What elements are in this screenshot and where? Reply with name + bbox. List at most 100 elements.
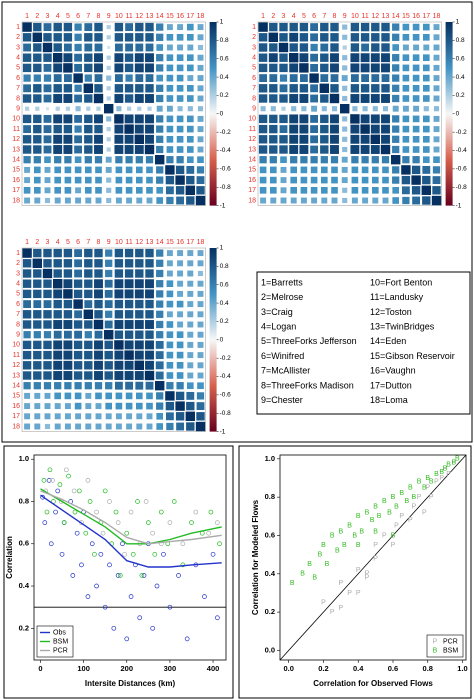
matrix-cell [402, 44, 409, 51]
matrix-cell [95, 186, 102, 194]
matrix-cell [53, 371, 63, 380]
matrix-cell [94, 330, 103, 339]
matrix-cell [289, 22, 298, 32]
matrix-cell [23, 382, 31, 390]
matrix-cell [84, 371, 93, 380]
matrix-cell [360, 114, 370, 124]
matrix-cell [43, 259, 52, 268]
matrix-cell [145, 381, 154, 390]
matrix-cell [95, 166, 102, 174]
matrix-cell [350, 33, 360, 42]
matrix-cell [351, 197, 358, 204]
matrix-cell [53, 320, 63, 329]
matrix-cell [177, 250, 184, 257]
matrix-cell [177, 260, 184, 267]
row-label: 15 [12, 393, 20, 400]
matrix-cell [258, 33, 268, 42]
matrix-cell [33, 371, 42, 380]
matrix-cell [33, 186, 41, 194]
matrix-cell [94, 382, 103, 390]
matrix-cell [433, 85, 440, 92]
data-point [145, 520, 151, 525]
matrix-cell [114, 53, 124, 63]
matrix-cell [176, 422, 185, 431]
matrix-cell [84, 340, 93, 350]
matrix-cell [289, 134, 299, 144]
matrix-cell [145, 43, 154, 52]
matrix-cell [75, 423, 82, 430]
matrix-cell [34, 403, 41, 410]
data-point [94, 583, 99, 589]
matrix-cell [381, 84, 390, 93]
column-label: 8 [97, 13, 101, 20]
matrix-cell [135, 269, 144, 278]
matrix-cell [352, 106, 358, 112]
y-tick-label: 0.2 [19, 623, 29, 632]
matrix-cell [197, 126, 204, 133]
data-point: B [352, 532, 357, 539]
matrix-cell [361, 156, 369, 164]
matrix-cell [177, 290, 184, 297]
y-axis-label: Correlation [5, 536, 14, 579]
matrix-cell [270, 106, 276, 112]
matrix-cell [269, 135, 278, 144]
matrix-cell [360, 124, 370, 134]
matrix-cell [381, 114, 390, 124]
matrix-cell [33, 124, 42, 134]
matrix-cell [64, 166, 72, 174]
matrix-cell [176, 372, 184, 379]
matrix-cell [145, 330, 154, 339]
row-label: 12 [12, 362, 20, 369]
data-point [171, 499, 177, 504]
matrix-cell [156, 94, 164, 103]
column-label: 4 [56, 13, 60, 20]
matrix-cell [115, 392, 123, 400]
matrix-cell [165, 412, 174, 421]
row-label: 4 [16, 281, 20, 288]
matrix-cell [269, 176, 277, 184]
matrix-cell [44, 392, 51, 399]
matrix-cell [63, 33, 73, 42]
x-tick-label: 1.0 [457, 664, 467, 673]
matrix-cell [361, 43, 370, 52]
matrix-cell [299, 53, 309, 63]
matrix-cell [145, 320, 154, 329]
y-tick-label: 1.0 [265, 454, 275, 463]
matrix-cell [166, 44, 173, 51]
matrix-cell [73, 279, 83, 288]
matrix-cell [124, 84, 134, 93]
matrix-cell [134, 145, 144, 154]
matrix-cell [155, 155, 165, 165]
matrix-cell [177, 280, 184, 287]
matrix-cell [33, 94, 42, 103]
column-label: 5 [66, 239, 70, 246]
matrix-cell [197, 382, 204, 390]
matrix-cell [310, 166, 318, 174]
matrix-cell [360, 94, 370, 103]
matrix-cell [95, 197, 102, 204]
matrix-cell [146, 197, 153, 204]
matrix-cell [43, 331, 52, 339]
matrix-cell [269, 94, 278, 103]
x-tick-label: 0.4 [353, 664, 364, 673]
matrix-cell [94, 289, 103, 299]
matrix-cell [33, 135, 42, 144]
matrix-cell [124, 360, 134, 370]
data-point: P [356, 567, 361, 574]
matrix-cell [23, 331, 31, 339]
matrix-cell [115, 402, 123, 410]
data-point: P [365, 574, 370, 581]
matrix-cell [197, 362, 204, 369]
column-label: 8 [333, 13, 337, 20]
data-point [124, 636, 130, 642]
column-label: 3 [46, 239, 50, 246]
matrix-cell [115, 423, 122, 430]
y-axis-label: Correlation for Modeled Flows [251, 499, 260, 615]
matrix-cell [114, 299, 124, 309]
data-point: B [330, 532, 335, 539]
matrix-cell [350, 43, 360, 52]
matrix-cell [156, 412, 164, 420]
matrix-cell [63, 371, 73, 380]
matrix-cell [402, 23, 410, 31]
matrix-cell [43, 371, 52, 380]
